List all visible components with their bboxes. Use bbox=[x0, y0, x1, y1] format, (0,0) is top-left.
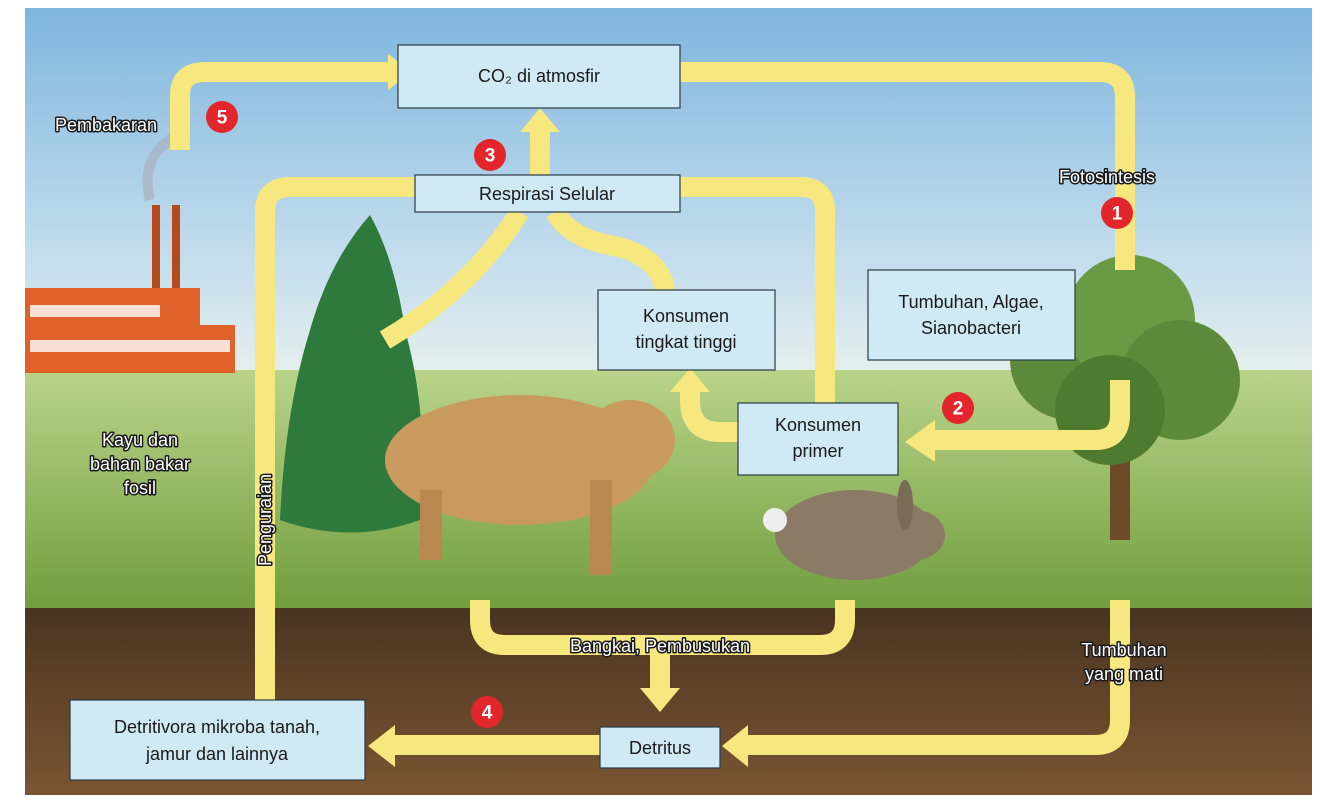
photosynthesis-label: Fotosintesis bbox=[1059, 167, 1155, 187]
box-frame bbox=[70, 700, 365, 780]
fossil-fuels-label: bahan bakar bbox=[90, 454, 190, 474]
step-number: 4 bbox=[482, 703, 493, 724]
lynx-part bbox=[585, 400, 675, 480]
factory-part bbox=[172, 205, 180, 290]
fossil-fuels-label: Kayu dan bbox=[102, 430, 178, 450]
rabbit-part bbox=[885, 510, 945, 560]
carbon-cycle-diagram: CO₂ di atmosfir Respirasi Selular Konsum… bbox=[0, 0, 1322, 801]
box-text: CO₂ di atmosfir bbox=[478, 66, 600, 86]
box-text: primer bbox=[792, 441, 843, 461]
rabbit-part bbox=[897, 480, 913, 530]
respiration-box: Respirasi Selular bbox=[415, 175, 680, 212]
combustion-label: Pembakaran bbox=[55, 115, 157, 135]
fossil-fuels-label: fosil bbox=[124, 478, 156, 498]
detritus-box: Detritus bbox=[600, 727, 720, 768]
box-text: tingkat tinggi bbox=[635, 332, 736, 352]
box-text: Detritivora mikroba tanah, bbox=[114, 717, 320, 737]
factory-part bbox=[25, 288, 200, 373]
rabbit-part bbox=[763, 508, 787, 532]
decomposers-box: Detritivora mikroba tanah, jamur dan lai… bbox=[70, 700, 365, 780]
dead-plants-label: yang mati bbox=[1085, 664, 1163, 684]
factory-part bbox=[152, 205, 160, 290]
step-number: 5 bbox=[217, 108, 228, 129]
box-text: Detritus bbox=[629, 738, 691, 758]
box-frame bbox=[738, 403, 898, 475]
factory-part bbox=[30, 305, 160, 317]
top-consumers-box: Konsumen tingkat tinggi bbox=[598, 290, 775, 370]
box-text: Konsumen bbox=[775, 415, 861, 435]
box-frame bbox=[598, 290, 775, 370]
dead-plants-label: Tumbuhan bbox=[1081, 640, 1166, 660]
decomposition-label: Penguraian bbox=[255, 474, 275, 566]
carcasses-label: Bangkai, Pembusukan bbox=[570, 636, 750, 656]
step-badge: 2 bbox=[942, 392, 974, 424]
step-badge: 1 bbox=[1101, 197, 1133, 229]
box-text: jamur dan lainnya bbox=[145, 744, 289, 764]
step-badge: 3 bbox=[474, 139, 506, 171]
step-number: 2 bbox=[953, 399, 964, 420]
step-badge: 5 bbox=[206, 101, 238, 133]
step-number: 1 bbox=[1112, 204, 1123, 225]
box-text: Respirasi Selular bbox=[479, 184, 615, 204]
step-badge: 4 bbox=[471, 696, 503, 728]
page: Siklus Karbon {"boxes": { "atmosphere": … bbox=[0, 0, 1322, 801]
producers-box: Tumbuhan, Algae, Sianobacteri bbox=[868, 270, 1075, 360]
atmosphere-box: CO₂ di atmosfir bbox=[398, 45, 680, 108]
lynx-part bbox=[590, 480, 612, 575]
box-text: Sianobacteri bbox=[921, 318, 1021, 338]
step-number: 3 bbox=[485, 146, 496, 167]
body: CO₂ di atmosfir Respirasi Selular Konsum… bbox=[0, 0, 1322, 801]
lynx-part bbox=[420, 490, 442, 560]
factory-part bbox=[30, 340, 230, 352]
box-frame bbox=[868, 270, 1075, 360]
box-text: Tumbuhan, Algae, bbox=[898, 292, 1043, 312]
box-text: Konsumen bbox=[643, 306, 729, 326]
primary-consumers-box: Konsumen primer bbox=[738, 403, 898, 475]
